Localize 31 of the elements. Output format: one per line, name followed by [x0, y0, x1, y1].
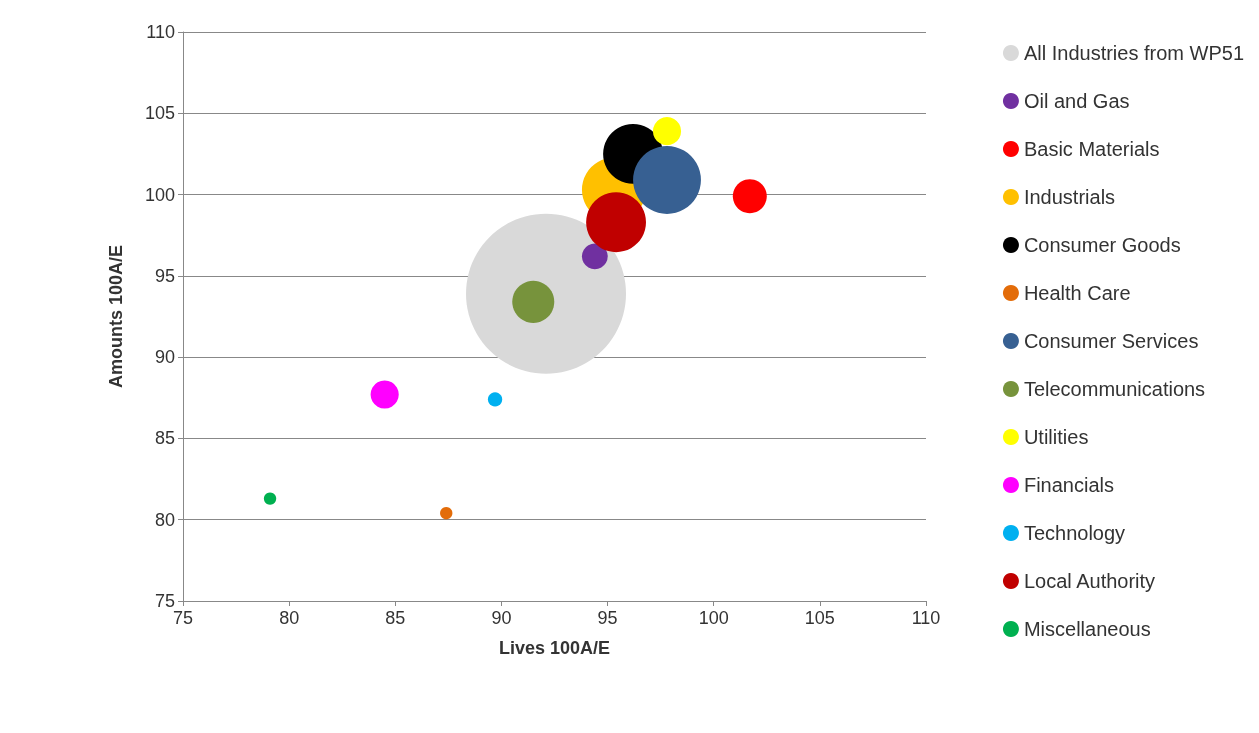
legend-label: Miscellaneous: [1023, 618, 1151, 640]
legend-label: Financials: [1023, 474, 1114, 496]
legend-label: Oil and Gas: [1023, 90, 1130, 112]
legend-label: Utilities: [1023, 426, 1089, 448]
x-tick-label: 100: [698, 608, 729, 628]
legend-label: Industrials: [1023, 186, 1116, 208]
y-tick-label: 95: [154, 265, 175, 286]
x-tick-label: 95: [597, 608, 618, 628]
y-tick-label: 90: [154, 347, 175, 368]
y-tick-label: 110: [146, 22, 175, 42]
x-tick-label: 85: [385, 608, 406, 628]
legend-label: All Industries from WP51: [1023, 42, 1245, 64]
legend-label: Health Care: [1023, 282, 1131, 304]
legend-label: Consumer Services: [1023, 330, 1199, 352]
x-tick-label: 105: [804, 608, 835, 628]
x-tick-label: 75: [172, 608, 194, 628]
legend-label: Technology: [1023, 522, 1126, 544]
y-tick-label: 100: [144, 184, 175, 205]
y-tick-label: 75: [154, 591, 175, 611]
x-axis-title: Lives 100A/E: [498, 638, 611, 658]
legend-label: Telecommunications: [1023, 378, 1206, 400]
y-tick-label: 85: [154, 428, 175, 449]
x-tick-label: 90: [491, 608, 512, 628]
legend-label: Consumer Goods: [1023, 234, 1181, 256]
y-tick-label: 80: [154, 509, 175, 530]
legend-label: Basic Materials: [1023, 138, 1160, 160]
x-tick-label: 110: [911, 608, 941, 628]
legend-label: Local Authority: [1023, 570, 1156, 592]
y-axis-title: Amounts 100A/E: [106, 244, 126, 389]
x-tick-label: 80: [279, 608, 300, 628]
y-tick-label: 105: [144, 103, 175, 124]
